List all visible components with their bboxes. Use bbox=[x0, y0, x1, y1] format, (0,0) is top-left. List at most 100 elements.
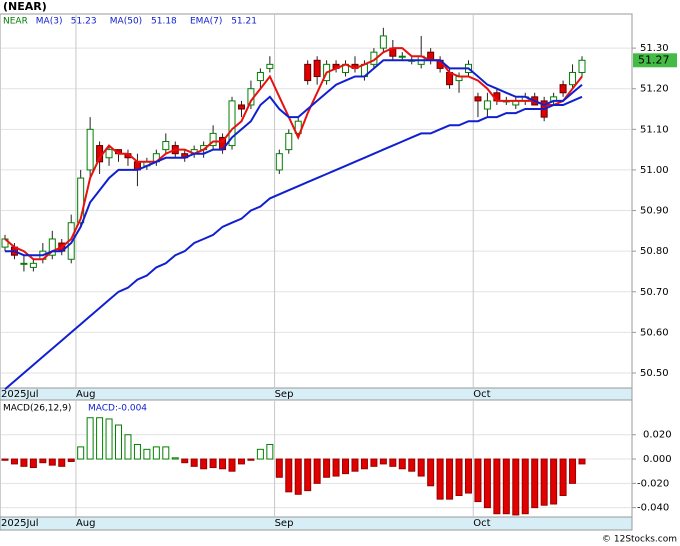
y-tick-label: 50.90 bbox=[640, 206, 669, 217]
macd-bar bbox=[96, 417, 104, 460]
candle-body bbox=[237, 104, 245, 110]
y-tick-label: 51.10 bbox=[640, 124, 669, 135]
legend-value: 51.23 bbox=[71, 17, 97, 27]
price-tag-label: 51.27 bbox=[638, 53, 670, 66]
macd-bar bbox=[446, 458, 454, 500]
macd-bar bbox=[417, 458, 425, 477]
macd-bar bbox=[370, 458, 378, 467]
date-strip bbox=[0, 516, 633, 531]
macd-bar bbox=[427, 458, 435, 487]
y-tick-label: -0.020 bbox=[637, 478, 669, 489]
candle-body bbox=[275, 153, 283, 171]
y-tick-label: 51.00 bbox=[640, 165, 669, 176]
x-tick-label: Sep bbox=[275, 389, 294, 400]
ma-line bbox=[4, 47, 583, 261]
macd-bar bbox=[304, 458, 312, 492]
macd-bar bbox=[247, 458, 255, 461]
y-tick-label: 50.50 bbox=[640, 368, 669, 379]
candle-body bbox=[304, 63, 312, 82]
macd-bar bbox=[190, 458, 198, 467]
macd-bar bbox=[285, 458, 293, 493]
macd-bar bbox=[493, 458, 501, 515]
candle-body bbox=[313, 59, 321, 78]
candle-body bbox=[256, 71, 264, 82]
ma-line bbox=[4, 95, 583, 390]
macd-bar bbox=[105, 418, 113, 460]
macd-bar bbox=[559, 458, 567, 496]
macd-bar bbox=[143, 448, 151, 460]
candle-body bbox=[86, 128, 94, 171]
macd-bar bbox=[294, 458, 302, 495]
y-tick-label: 50.60 bbox=[640, 327, 669, 338]
macd-bar bbox=[10, 458, 18, 465]
legend-value: 51.18 bbox=[151, 17, 177, 27]
macd-bar bbox=[200, 458, 208, 470]
legend: NEAR MA(3) 51.23 MA(50) 51.18 EMA(7) 51.21 bbox=[3, 17, 257, 27]
candle-body bbox=[77, 177, 85, 224]
legend-name: EMA(7) bbox=[190, 17, 222, 27]
candle-body bbox=[266, 63, 274, 69]
macd-bar bbox=[351, 458, 359, 472]
macd-bar bbox=[540, 458, 548, 506]
macd-bar bbox=[550, 458, 558, 505]
candle-body bbox=[578, 59, 586, 73]
macd-bar bbox=[323, 458, 331, 478]
macd-bar bbox=[474, 458, 482, 503]
macd-bar bbox=[86, 417, 94, 460]
macd-readout: MACD:-0.004 bbox=[88, 404, 147, 414]
macd-bar bbox=[275, 458, 283, 478]
footer: © 12Stocks.com bbox=[602, 535, 677, 545]
candle-body bbox=[20, 262, 28, 265]
macd-bar bbox=[20, 458, 28, 467]
macd-bar bbox=[531, 458, 539, 509]
macd-bar bbox=[133, 443, 141, 460]
macd-bar bbox=[578, 458, 586, 465]
macd-bar bbox=[398, 458, 406, 470]
chart-title: (NEAR) bbox=[3, 0, 47, 13]
y-tick-label: -0.040 bbox=[637, 503, 669, 514]
macd-bar bbox=[228, 458, 236, 472]
x-tick-label: 2025Jul bbox=[1, 518, 39, 529]
macd-bar bbox=[464, 458, 472, 494]
macd-bar bbox=[209, 458, 217, 469]
macd-bar bbox=[115, 424, 123, 460]
legend-symbol: NEAR bbox=[3, 17, 28, 27]
macd-bar bbox=[162, 446, 170, 460]
macd-bar bbox=[171, 457, 179, 460]
price-tag bbox=[633, 53, 677, 68]
x-tick-label: Sep bbox=[275, 518, 294, 529]
macd-bar bbox=[77, 446, 85, 460]
x-tick-label: 2025Jul bbox=[1, 389, 39, 400]
macd-bar bbox=[512, 458, 520, 516]
macd-bar bbox=[455, 458, 463, 496]
y-tick-label: 0.020 bbox=[643, 430, 672, 441]
candle-body bbox=[162, 141, 170, 151]
x-tick-label: Oct bbox=[473, 389, 490, 400]
candle-body bbox=[474, 96, 482, 102]
candle-body bbox=[228, 100, 236, 147]
macd-bar bbox=[521, 458, 529, 515]
macd-bar bbox=[152, 446, 160, 460]
macd-bar bbox=[124, 434, 132, 460]
macd-bar bbox=[29, 458, 37, 469]
macd-bar bbox=[436, 458, 444, 500]
y-tick-label: 51.30 bbox=[640, 43, 669, 54]
macd-bar bbox=[483, 458, 491, 509]
candle-body bbox=[569, 71, 577, 86]
macd-bar bbox=[58, 458, 66, 467]
candle-body bbox=[1, 238, 9, 248]
ma-line bbox=[5, 59, 583, 257]
macd-bar bbox=[569, 458, 577, 484]
macd-bar bbox=[67, 458, 75, 462]
macd-bar bbox=[360, 458, 368, 470]
legend-name: MA(50) bbox=[110, 17, 142, 27]
candle-body bbox=[398, 55, 406, 58]
x-tick-label: Oct bbox=[473, 518, 490, 529]
macd-bar bbox=[342, 458, 350, 475]
macd-bar bbox=[48, 458, 56, 466]
legend-value: 51.21 bbox=[231, 17, 257, 27]
macd-bar bbox=[313, 458, 321, 484]
candle-body bbox=[29, 262, 37, 268]
candle-body bbox=[209, 132, 217, 147]
